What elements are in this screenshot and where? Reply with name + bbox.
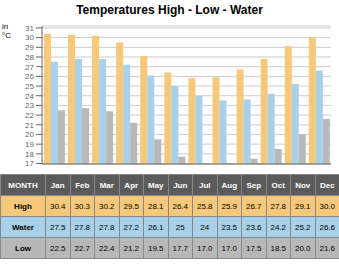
html-text:27.8: 27.8: [270, 201, 286, 211]
html-text:27.8: 27.8: [99, 222, 115, 232]
html-text:Water: Water: [12, 222, 34, 232]
html-text:25.2: 25.2: [295, 222, 311, 232]
html-text:17.0: 17.0: [221, 243, 237, 253]
html-text:26.7: 26.7: [246, 201, 262, 211]
html-text:°C: °C: [2, 31, 11, 40]
html-text:Nov: Nov: [295, 180, 311, 190]
html-text:22.5: 22.5: [50, 243, 66, 253]
html-text:Mar: Mar: [99, 180, 114, 190]
html-text:24: 24: [200, 222, 210, 232]
svg-text:18: 18: [25, 150, 34, 159]
svg-text:28: 28: [25, 53, 34, 62]
html-text:22.4: 22.4: [99, 243, 115, 253]
svg-text:24: 24: [25, 92, 34, 101]
svg-text:26: 26: [25, 72, 34, 81]
svg-text:31: 31: [25, 24, 34, 33]
html-text:30.0: 30.0: [319, 201, 335, 211]
html-text:23.6: 23.6: [246, 222, 262, 232]
html-text:17.5: 17.5: [246, 243, 262, 253]
html-text:Sep: Sep: [246, 180, 262, 190]
html-text:17.7: 17.7: [172, 243, 188, 253]
html-text:26.6: 26.6: [319, 222, 335, 232]
html-text:25: 25: [175, 222, 185, 232]
html-text:24.2: 24.2: [270, 222, 286, 232]
svg-text:20: 20: [25, 130, 34, 139]
html-text:27.8: 27.8: [74, 222, 90, 232]
html-text:29.1: 29.1: [295, 201, 311, 211]
html-text:21.6: 21.6: [319, 243, 335, 253]
html-text:Oct: Oct: [271, 180, 285, 190]
html-text:Feb: Feb: [75, 180, 90, 190]
html-text:Jul: Jul: [199, 180, 211, 190]
svg-text:30: 30: [25, 33, 34, 42]
html-text:22.7: 22.7: [74, 243, 90, 253]
html-text:20.0: 20.0: [295, 243, 311, 253]
html-text:29.5: 29.5: [123, 201, 139, 211]
html-text:27.2: 27.2: [123, 222, 139, 232]
html-text:Jun: Jun: [173, 180, 188, 190]
html-text:MONTH: MONTH: [8, 180, 38, 190]
html-text:18.5: 18.5: [270, 243, 286, 253]
html-text:27.5: 27.5: [50, 222, 66, 232]
svg-text:29: 29: [25, 43, 34, 52]
html-text:28.1: 28.1: [148, 201, 164, 211]
svg-text:25: 25: [25, 82, 34, 91]
html-text:Temperatures High - Low - Wate: Temperatures High - Low - Water: [76, 3, 263, 17]
html-text:Low: Low: [15, 243, 31, 253]
html-text:17.0: 17.0: [197, 243, 213, 253]
html-text:26.4: 26.4: [172, 201, 188, 211]
html-text:Dec: Dec: [319, 180, 335, 190]
html-text:in: in: [2, 22, 9, 31]
svg-text:21: 21: [25, 121, 34, 130]
html-text:30.2: 30.2: [99, 201, 115, 211]
html-text:21.2: 21.2: [123, 243, 139, 253]
html-text:23.5: 23.5: [221, 222, 237, 232]
svg-text:17: 17: [25, 159, 34, 168]
html-text:Jan: Jan: [50, 180, 65, 190]
svg-text:23: 23: [25, 101, 34, 110]
svg-text:19: 19: [25, 140, 34, 149]
html-text:26.1: 26.1: [148, 222, 164, 232]
html-text:30.4: 30.4: [50, 201, 66, 211]
html-text:Apr: Apr: [124, 180, 139, 190]
svg-text:22: 22: [25, 111, 34, 120]
html-text:May: May: [148, 180, 164, 190]
html-text:High: High: [14, 201, 32, 211]
svg-text:27: 27: [25, 63, 34, 72]
html-text:Aug: Aug: [221, 180, 237, 190]
html-text:25.8: 25.8: [197, 201, 213, 211]
html-text:25.9: 25.9: [221, 201, 237, 211]
html-text:30.3: 30.3: [74, 201, 90, 211]
html-text:19.5: 19.5: [148, 243, 164, 253]
